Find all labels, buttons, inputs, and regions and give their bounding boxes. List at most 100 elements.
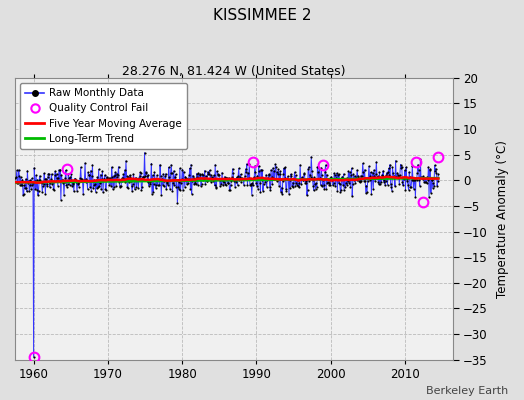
Point [73,180,82,187]
Point [353,167,362,173]
Point [320,182,328,188]
Point [258,167,267,174]
Point [81,179,90,185]
Point [232,178,241,185]
Point [217,181,226,188]
Point [417,174,425,181]
Point [399,176,408,182]
Point [428,177,436,184]
Point [42,181,51,187]
Point [212,185,221,192]
Point [83,186,92,192]
Point [223,180,232,186]
Point [291,172,300,178]
Point [416,156,424,163]
Point [357,178,366,184]
Point [88,173,96,180]
Point [69,180,77,186]
Point [124,174,133,180]
Point [38,188,47,195]
Point [147,160,156,167]
Point [298,174,306,180]
Point [25,178,33,184]
Point [151,185,160,191]
Point [199,177,208,183]
Point [111,169,119,175]
Point [337,187,345,194]
Point [70,188,78,194]
Point [182,175,190,182]
Point [121,167,129,173]
Point [87,188,95,194]
Point [15,167,23,173]
Point [247,180,255,187]
Point [266,187,275,193]
Point [391,157,400,164]
Point [79,191,88,198]
Point [354,173,362,180]
Point [200,176,208,182]
Point [255,168,264,174]
Point [56,178,64,184]
Point [374,173,382,180]
Point [52,170,61,177]
Point [283,176,291,183]
Point [219,182,227,189]
Point [303,192,311,198]
Point [124,185,132,191]
Point [428,177,436,184]
Point [159,171,167,177]
Point [378,172,386,178]
Point [433,178,442,185]
Point [421,175,430,181]
Point [62,181,71,188]
Point [49,186,58,192]
Point [220,179,228,185]
Point [248,180,257,186]
Point [25,188,34,195]
Point [157,191,166,198]
Point [276,168,285,175]
Point [187,161,195,168]
Point [274,166,282,172]
Point [36,172,44,179]
Point [249,175,258,182]
Point [267,167,275,173]
Point [106,176,114,182]
Point [45,170,53,177]
Point [367,169,375,176]
Point [239,182,248,188]
Point [372,170,380,177]
Point [397,165,406,172]
Point [158,182,167,188]
Point [220,173,228,180]
Point [339,182,347,188]
Point [106,175,115,182]
Point [246,182,255,188]
Point [317,164,325,171]
Point [261,179,270,186]
Point [176,187,184,193]
Point [316,175,324,181]
Point [88,162,96,168]
Point [162,179,171,186]
Point [297,176,305,182]
Point [271,161,279,168]
Point [250,163,259,169]
Point [432,166,440,172]
Point [348,193,356,199]
Point [262,172,270,178]
Point [276,171,284,177]
Point [245,175,253,181]
Point [424,164,433,170]
Point [72,178,80,184]
Point [43,174,52,180]
Point [245,160,254,167]
Point [54,175,62,182]
Point [93,185,101,192]
Point [425,167,434,173]
Point [39,181,48,188]
Point [132,184,140,190]
Point [47,171,56,177]
Point [345,180,353,186]
